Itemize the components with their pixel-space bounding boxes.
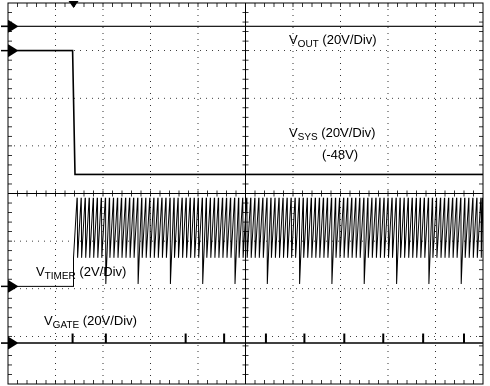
vout-marker-arrow (1, 19, 19, 33)
vtimer-marker-arrow (1, 279, 19, 293)
traces (8, 25, 483, 344)
vsys-trace (8, 49, 483, 176)
trace-labels: VOUT (20V/Div) VSYS (20V/Div) (-48V) VTI… (36, 32, 377, 331)
vsys-note: (-48V) (322, 147, 358, 162)
trigger-marker (68, 1, 79, 8)
vtimer-label: VTIMER (2V/Div) (36, 264, 126, 282)
vsys-label: VSYS (20V/Div) (289, 125, 375, 143)
vtimer-trace (8, 197, 483, 287)
channel-markers (1, 1, 79, 350)
vsys-marker-arrow (1, 44, 19, 58)
vgate-marker-arrow (1, 336, 19, 350)
vout-label: VOUT (20V/Div) (289, 32, 377, 50)
vgate-label: VGATE (20V/Div) (44, 313, 137, 331)
grid (7, 2, 484, 385)
